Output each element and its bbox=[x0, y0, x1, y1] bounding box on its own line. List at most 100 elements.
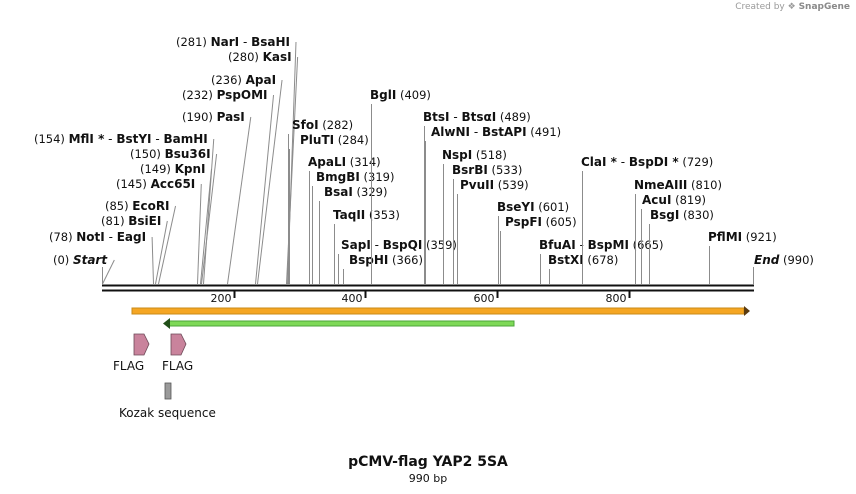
enzyme-site-apali[interactable]: ApaLI (314) bbox=[308, 155, 381, 284]
enzyme-label: ApaLI (314) bbox=[308, 155, 381, 169]
enzyme-label: PluTI (284) bbox=[300, 133, 369, 147]
kozak-label: Kozak sequence bbox=[119, 406, 216, 420]
flag-arrow-icon bbox=[170, 333, 187, 356]
enzyme-site-nari[interactable]: (281) NarI - BsaHI bbox=[176, 35, 297, 285]
enzyme-site-pvuii[interactable]: PvuII (539) bbox=[457, 178, 529, 284]
enzyme-site-nmeaiii[interactable]: NmeAIII (810) bbox=[634, 178, 722, 284]
enzyme-site-taqii[interactable]: TaqII (353) bbox=[333, 208, 400, 284]
enzyme-site-start[interactable]: (0) Start bbox=[53, 253, 115, 285]
snapgene-logo-icon: ❖ bbox=[787, 2, 796, 12]
enzyme-label: BseYI (601) bbox=[497, 200, 569, 214]
enzyme-label: AcuI (819) bbox=[642, 193, 706, 207]
enzyme-site-ecori[interactable]: (85) EcoRI bbox=[105, 199, 177, 285]
enzyme-site-bfuai[interactable]: BfuAI - BspMI (665) bbox=[539, 238, 664, 284]
leader-line bbox=[203, 138, 215, 285]
enzyme-label: (149) KpnI bbox=[140, 162, 206, 176]
green-bar-arrowhead bbox=[163, 318, 170, 329]
enzyme-site-alwni[interactable]: AlwNI - BstAPI (491) bbox=[425, 125, 562, 284]
leader-line bbox=[155, 220, 168, 285]
enzyme-site-bgli[interactable]: BglI (409) bbox=[370, 88, 431, 284]
orange-bar-body bbox=[131, 307, 745, 315]
credit-brand: SnapGene bbox=[798, 2, 850, 12]
leader-line bbox=[200, 168, 212, 285]
enzyme-label: (78) NotI - EagI bbox=[49, 230, 146, 244]
leader-line bbox=[102, 259, 115, 285]
enzyme-label: End (990) bbox=[754, 253, 814, 267]
flag-feature[interactable]: FLAG bbox=[113, 333, 150, 373]
leader-line bbox=[158, 205, 177, 285]
scale-tick-label: 600 bbox=[474, 292, 495, 305]
enzyme-site-pspfi[interactable]: PspFI (605) bbox=[500, 215, 577, 284]
enzyme-site-bsgi[interactable]: BsgI (830) bbox=[649, 208, 714, 284]
enzyme-site-kpni[interactable]: (149) KpnI bbox=[140, 162, 212, 285]
enzyme-label: BmgBI (319) bbox=[316, 170, 394, 184]
enzyme-label: NspI (518) bbox=[442, 148, 507, 162]
enzyme-site-bseyi[interactable]: BseYI (601) bbox=[497, 200, 569, 284]
enzyme-label: PflMI (921) bbox=[708, 230, 777, 244]
enzyme-label: (236) ApaI bbox=[211, 73, 276, 87]
enzyme-site-bsrbi[interactable]: BsrBI (533) bbox=[452, 163, 522, 284]
flag-feature[interactable]: FLAG bbox=[162, 333, 193, 373]
enzyme-site-pspomi[interactable]: (232) PspOMI bbox=[182, 88, 275, 285]
enzyme-site-bstxi[interactable]: BstXI (678) bbox=[548, 253, 618, 284]
orange-feature-bar[interactable] bbox=[131, 306, 750, 316]
leader-line bbox=[197, 183, 202, 285]
enzyme-label: (190) PasI bbox=[182, 110, 245, 124]
enzyme-site-sapi[interactable]: SapI - BspQI (359) bbox=[338, 238, 457, 284]
enzyme-label: BsrBI (533) bbox=[452, 163, 522, 177]
flag-arrow-icon bbox=[133, 333, 150, 356]
enzyme-site-pluti[interactable]: PluTI (284) bbox=[289, 133, 369, 284]
scale-tick-label: 400 bbox=[342, 292, 363, 305]
scale-tick-label: 200 bbox=[211, 292, 232, 305]
orange-bar-arrowhead bbox=[744, 306, 750, 316]
green-feature-bar[interactable] bbox=[163, 318, 515, 329]
scale-tick-label: 800 bbox=[606, 292, 627, 305]
enzyme-label: (85) EcoRI bbox=[105, 199, 170, 213]
enzyme-site-sfoi[interactable]: SfoI (282) bbox=[288, 118, 354, 284]
enzyme-site-apai[interactable]: (236) ApaI bbox=[211, 73, 283, 285]
enzyme-site-nspi[interactable]: NspI (518) bbox=[442, 148, 507, 284]
credit-prefix: Created by bbox=[735, 2, 785, 12]
enzyme-site-clai[interactable]: ClaI * - BspDI * (729) bbox=[581, 155, 713, 284]
enzyme-site-pasi[interactable]: (190) PasI bbox=[182, 110, 252, 285]
flag-label: FLAG bbox=[162, 359, 193, 373]
enzyme-label: BglI (409) bbox=[370, 88, 431, 102]
enzyme-label: PspFI (605) bbox=[505, 215, 577, 229]
enzyme-label: NmeAIII (810) bbox=[634, 178, 722, 192]
enzyme-site-pflmi[interactable]: PflMI (921) bbox=[708, 230, 777, 284]
enzyme-site-acui[interactable]: AcuI (819) bbox=[641, 193, 707, 284]
enzyme-site-noti[interactable]: (78) NotI - EagI bbox=[49, 230, 154, 285]
leader-line bbox=[255, 94, 275, 285]
enzyme-label: (81) BsiEI bbox=[101, 214, 161, 228]
enzyme-label: SapI - BspQI (359) bbox=[341, 238, 457, 252]
enzyme-site-acc65i[interactable]: (145) Acc65I bbox=[116, 177, 202, 285]
enzyme-label: (154) MflI * - BstYI - BamHI bbox=[34, 132, 208, 146]
enzyme-site-bsphi[interactable]: BspHI (366) bbox=[343, 253, 423, 284]
enzyme-site-bsiei[interactable]: (81) BsiEI bbox=[101, 214, 168, 285]
enzyme-site-bsai[interactable]: BsaI (329) bbox=[319, 185, 388, 284]
enzyme-label: BstXI (678) bbox=[548, 253, 618, 267]
enzyme-label: PvuII (539) bbox=[460, 178, 529, 192]
enzyme-label: ClaI * - BspDI * (729) bbox=[581, 155, 713, 169]
enzyme-site-btsi[interactable]: BtsI - BtsαI (489) bbox=[423, 110, 531, 284]
enzyme-label: (0) Start bbox=[53, 253, 108, 267]
enzyme-label: BsaI (329) bbox=[324, 185, 387, 199]
plasmid-length: 990 bp bbox=[408, 472, 448, 485]
plasmid-title: pCMV-flag YAP2 5SA bbox=[348, 454, 508, 470]
enzyme-label: BfuAI - BspMI (665) bbox=[539, 238, 664, 252]
leader-line bbox=[227, 116, 252, 285]
leader-line bbox=[257, 79, 283, 285]
enzyme-site-end[interactable]: End (990) bbox=[754, 253, 814, 267]
enzyme-site-bsu36i[interactable]: (150) Bsu36I bbox=[130, 147, 218, 285]
enzyme-label: (150) Bsu36I bbox=[130, 147, 211, 161]
enzyme-site-mfli[interactable]: (154) MflI * - BstYI - BamHI bbox=[34, 132, 215, 285]
enzyme-label: (145) Acc65I bbox=[116, 177, 195, 191]
enzyme-label: BspHI (366) bbox=[349, 253, 423, 267]
enzyme-label: (281) NarI - BsaHI bbox=[176, 35, 290, 49]
enzyme-site-bmgbi[interactable]: BmgBI (319) bbox=[312, 170, 395, 284]
enzyme-label: (232) PspOMI bbox=[182, 88, 268, 102]
enzyme-label: BtsI - BtsαI (489) bbox=[423, 110, 531, 124]
kozak-box-icon bbox=[164, 382, 172, 400]
kozak-feature[interactable]: Kozak sequence bbox=[119, 382, 216, 420]
